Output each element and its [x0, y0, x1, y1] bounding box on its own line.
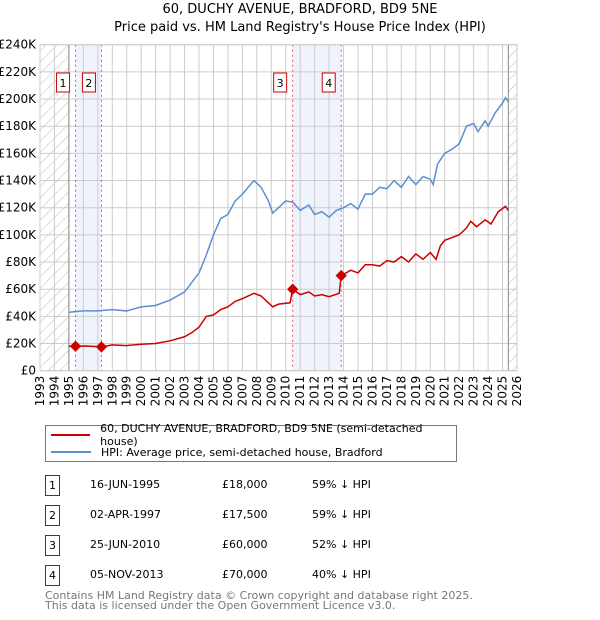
sale-label: 1: [60, 77, 67, 90]
chart-title: 60, DUCHY AVENUE, BRADFORD, BD9 5NE: [162, 2, 438, 17]
x-tick-label: 2011: [293, 376, 307, 407]
transaction-number: 1: [45, 475, 60, 496]
sale-point: [287, 283, 299, 295]
legend-label: HPI: Average price, semi-detached house,…: [101, 445, 383, 459]
y-tick-label: £20K: [5, 337, 37, 351]
transaction-date: 25-JUN-2010: [90, 538, 161, 551]
y-tick-label: £240K: [0, 38, 37, 52]
x-tick-label: 2001: [149, 376, 163, 407]
x-tick-label: 1999: [120, 376, 134, 407]
transaction-hpi-diff: 59% ↓ HPI: [312, 478, 371, 491]
x-tick-label: 2008: [250, 376, 264, 407]
x-tick-label: 2013: [322, 376, 336, 407]
footer-licence: This data is licensed under the Open Gov…: [45, 599, 396, 612]
transaction-hpi-diff: 52% ↓ HPI: [312, 538, 371, 551]
transaction-number: 4: [45, 565, 60, 586]
transaction-row: 3 25-JUN-2010 £60,000 52% ↓ HPI: [45, 535, 465, 556]
y-tick-label: £140K: [0, 174, 37, 188]
x-tick-label: 2017: [380, 376, 394, 407]
chart-subtitle: Price paid vs. HM Land Registry's House …: [114, 20, 486, 35]
transaction-price: £70,000: [222, 568, 268, 581]
x-tick-label: 1995: [62, 376, 76, 407]
x-tick-label: 2003: [178, 376, 192, 407]
transaction-row: 2 02-APR-1997 £17,500 59% ↓ HPI: [45, 505, 465, 526]
y-tick-label: £40K: [5, 309, 37, 323]
x-tick-label: 1997: [91, 376, 105, 407]
legend-label: 60, DUCHY AVENUE, BRADFORD, BD9 5NE (sem…: [100, 422, 423, 448]
x-tick-label: 2015: [351, 376, 365, 407]
x-tick-label: 2002: [163, 376, 177, 407]
sale-point: [335, 269, 347, 282]
price-line: [68, 205, 509, 348]
transaction-date: 05-NOV-2013: [90, 568, 164, 581]
transaction-row: 4 05-NOV-2013 £70,000 40% ↓ HPI: [45, 565, 465, 586]
x-tick-label: 2019: [409, 376, 423, 407]
y-tick-label: £180K: [0, 119, 37, 133]
sale-label-box: [273, 72, 288, 93]
footer-copyright: Contains HM Land Registry data © Crown c…: [45, 589, 473, 602]
x-tick-label: 2016: [365, 376, 379, 407]
x-tick-label: 2020: [423, 376, 437, 407]
transaction-number: 2: [45, 505, 60, 526]
y-tick-label: £160K: [0, 146, 37, 160]
transaction-price: £60,000: [222, 538, 268, 551]
transaction-number: 3: [45, 535, 60, 556]
sale-label-box: [56, 72, 71, 93]
transaction-row: 1 16-JUN-1995 £18,000 59% ↓ HPI: [45, 475, 465, 496]
y-tick-label: £120K: [0, 201, 37, 215]
x-tick-label: 2007: [235, 376, 249, 407]
legend-item-price: 60, DUCHY AVENUE, BRADFORD, BD9 5NE (sem…: [51, 422, 456, 448]
x-tick-label: 2014: [337, 376, 351, 407]
y-tick-label: £200K: [0, 92, 37, 106]
legend-item-hpi: HPI: Average price, semi-detached house,…: [51, 444, 383, 460]
transaction-date: 02-APR-1997: [90, 508, 162, 521]
y-tick-label: £0: [21, 364, 36, 378]
x-tick-label: 1998: [105, 376, 119, 407]
y-tick-label: £60K: [5, 282, 37, 296]
x-tick-label: 2000: [134, 376, 148, 407]
x-tick-label: 2022: [452, 376, 466, 407]
transaction-hpi-diff: 40% ↓ HPI: [312, 568, 371, 581]
y-tick-label: £220K: [0, 65, 37, 79]
x-tick-label: 2005: [206, 376, 220, 407]
transaction-price: £18,000: [222, 478, 268, 491]
x-tick-label: 2004: [192, 376, 206, 407]
x-tick-label: 2012: [308, 376, 322, 407]
sale-label-box: [81, 72, 96, 93]
x-tick-label: 2021: [438, 376, 452, 407]
y-tick-label: £80K: [5, 255, 37, 269]
sale-label: 3: [277, 77, 284, 90]
sale-label: 2: [85, 77, 92, 90]
x-tick-label: 1993: [33, 376, 47, 407]
chart-legend: 60, DUCHY AVENUE, BRADFORD, BD9 5NE (sem…: [45, 422, 457, 462]
y-tick-label: £100K: [0, 228, 37, 242]
x-tick-label: 1996: [76, 376, 90, 407]
x-tick-label: 2025: [496, 376, 510, 407]
x-tick-label: 2006: [221, 376, 235, 407]
sale-label-box: [321, 72, 336, 93]
price-chart: 1 2 3 4 £0 £20K £40K £60K £80K £100K £120K £140K £16…: [0, 38, 524, 407]
plot-frame: [39, 44, 518, 372]
transaction-hpi-diff: 59% ↓ HPI: [312, 508, 371, 521]
x-tick-label: 2026: [510, 376, 524, 407]
x-tick-label: 2024: [481, 376, 495, 407]
x-tick-label: 2018: [394, 376, 408, 407]
transaction-date: 16-JUN-1995: [90, 478, 161, 491]
legend-swatch-price: [51, 434, 91, 436]
hpi-line: [68, 96, 509, 314]
transaction-price: £17,500: [222, 508, 268, 521]
sale-label: 4: [325, 77, 332, 90]
x-tick-label: 2009: [264, 376, 278, 407]
x-tick-label: 1994: [47, 376, 61, 407]
legend-swatch-hpi: [51, 451, 91, 453]
x-tick-label: 2023: [467, 376, 481, 407]
x-tick-label: 2010: [279, 376, 293, 407]
